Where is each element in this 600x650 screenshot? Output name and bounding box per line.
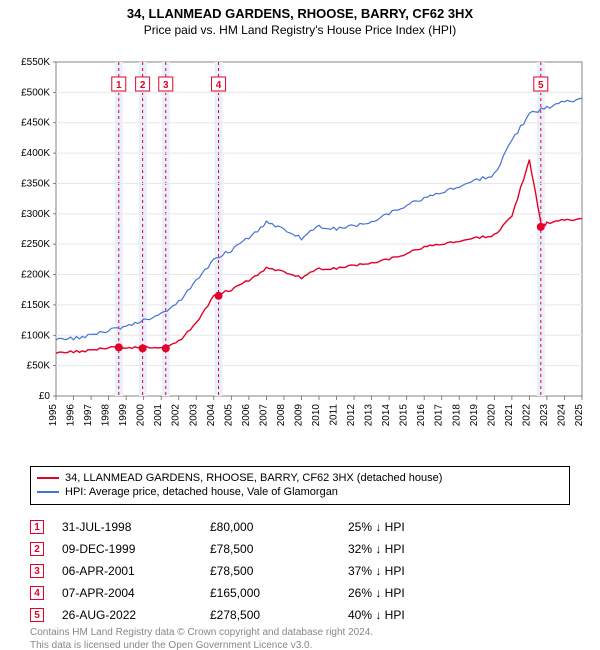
sale-price: £78,500	[210, 542, 330, 556]
svg-text:2024: 2024	[556, 404, 567, 427]
svg-text:2017: 2017	[434, 404, 445, 427]
sale-diff: 32% ↓ HPI	[348, 542, 468, 556]
svg-text:£550K: £550K	[21, 57, 50, 68]
sale-date: 06-APR-2001	[62, 564, 192, 578]
svg-text:2002: 2002	[171, 404, 182, 427]
svg-text:1999: 1999	[118, 404, 129, 427]
chart-title: 34, LLANMEAD GARDENS, RHOOSE, BARRY, CF6…	[0, 6, 600, 21]
footer-line-2: This data is licensed under the Open Gov…	[30, 640, 570, 650]
svg-text:2008: 2008	[276, 404, 287, 427]
svg-text:2011: 2011	[329, 404, 340, 426]
legend-box: 34, LLANMEAD GARDENS, RHOOSE, BARRY, CF6…	[30, 466, 570, 505]
svg-text:£250K: £250K	[21, 239, 50, 250]
line-chart-svg: 1 2 3 4 5 £0 £50K £100K £150K £200K £250K £300K £350…	[8, 56, 592, 456]
sale-diff: 37% ↓ HPI	[348, 564, 468, 578]
svg-text:£300K: £300K	[21, 209, 50, 220]
svg-text:2021: 2021	[504, 404, 515, 427]
svg-text:1996: 1996	[66, 404, 77, 427]
svg-text:2019: 2019	[469, 404, 480, 427]
svg-text:£200K: £200K	[21, 270, 50, 281]
sales-table: 1 31-JUL-1998 £80,000 25% ↓ HPI 2 09-DEC-1999…	[30, 516, 570, 626]
legend-row: 34, LLANMEAD GARDENS, RHOOSE, BARRY, CF6…	[37, 471, 563, 485]
svg-text:£500K: £500K	[21, 87, 50, 98]
svg-text:2025: 2025	[574, 404, 585, 427]
svg-text:2007: 2007	[258, 404, 269, 427]
svg-text:5: 5	[538, 80, 544, 91]
sale-price: £78,500	[210, 564, 330, 578]
svg-text:1997: 1997	[83, 404, 94, 427]
svg-text:£150K: £150K	[21, 300, 50, 311]
svg-text:2010: 2010	[311, 404, 322, 427]
svg-text:£50K: £50K	[27, 361, 51, 372]
sale-date: 26-AUG-2022	[62, 608, 192, 622]
svg-text:1998: 1998	[101, 404, 112, 427]
sales-row: 4 07-APR-2004 £165,000 26% ↓ HPI	[30, 582, 570, 604]
footer-line-1: Contains HM Land Registry data © Crown c…	[30, 627, 570, 640]
sales-row: 2 09-DEC-1999 £78,500 32% ↓ HPI	[30, 538, 570, 560]
svg-text:£450K: £450K	[21, 118, 50, 129]
svg-text:2014: 2014	[381, 404, 392, 427]
sale-marker-box: 3	[30, 564, 44, 578]
svg-text:4: 4	[216, 80, 222, 91]
svg-text:2003: 2003	[188, 404, 199, 427]
sales-row: 1 31-JUL-1998 £80,000 25% ↓ HPI	[30, 516, 570, 538]
svg-text:2012: 2012	[346, 404, 357, 427]
chart-area: 1 2 3 4 5 £0 £50K £100K £150K £200K £250K £300K £350…	[8, 56, 592, 456]
svg-text:2004: 2004	[206, 404, 217, 427]
svg-text:2020: 2020	[486, 404, 497, 427]
svg-text:2: 2	[140, 80, 146, 91]
sale-date: 09-DEC-1999	[62, 542, 192, 556]
svg-text:3: 3	[163, 80, 169, 91]
svg-text:2005: 2005	[223, 404, 234, 427]
legend-swatch	[37, 477, 59, 479]
svg-text:£350K: £350K	[21, 178, 50, 189]
sale-price: £80,000	[210, 520, 330, 534]
sales-row: 3 06-APR-2001 £78,500 37% ↓ HPI	[30, 560, 570, 582]
figure-container: 34, LLANMEAD GARDENS, RHOOSE, BARRY, CF6…	[0, 6, 600, 650]
svg-text:2023: 2023	[539, 404, 550, 427]
svg-text:2009: 2009	[293, 404, 304, 427]
svg-text:2016: 2016	[416, 404, 427, 427]
svg-text:£0: £0	[39, 391, 51, 402]
chart-subtitle: Price paid vs. HM Land Registry's House …	[0, 23, 600, 37]
sale-marker-box: 1	[30, 520, 44, 534]
legend-label: 34, LLANMEAD GARDENS, RHOOSE, BARRY, CF6…	[65, 471, 442, 485]
sale-marker-box: 2	[30, 542, 44, 556]
legend-row: HPI: Average price, detached house, Vale…	[37, 485, 563, 499]
svg-text:1995: 1995	[48, 404, 59, 427]
svg-text:£400K: £400K	[21, 148, 50, 159]
svg-text:2015: 2015	[399, 404, 410, 427]
sales-row: 5 26-AUG-2022 £278,500 40% ↓ HPI	[30, 604, 570, 626]
sale-price: £165,000	[210, 586, 330, 600]
sale-marker-box: 5	[30, 608, 44, 622]
svg-text:2000: 2000	[136, 404, 147, 427]
sale-marker-box: 4	[30, 586, 44, 600]
svg-text:2018: 2018	[451, 404, 462, 427]
svg-text:£100K: £100K	[21, 330, 50, 341]
sale-diff: 26% ↓ HPI	[348, 586, 468, 600]
legend-label: HPI: Average price, detached house, Vale…	[65, 485, 338, 499]
sale-price: £278,500	[210, 608, 330, 622]
sale-date: 31-JUL-1998	[62, 520, 192, 534]
sale-date: 07-APR-2004	[62, 586, 192, 600]
svg-text:2001: 2001	[153, 404, 164, 427]
sale-diff: 25% ↓ HPI	[348, 520, 468, 534]
footer-attribution: Contains HM Land Registry data © Crown c…	[30, 627, 570, 650]
svg-text:1: 1	[116, 80, 122, 91]
legend-swatch	[37, 491, 59, 493]
svg-text:2022: 2022	[521, 404, 532, 427]
svg-text:2013: 2013	[364, 404, 375, 427]
sale-diff: 40% ↓ HPI	[348, 608, 468, 622]
svg-text:2006: 2006	[241, 404, 252, 427]
